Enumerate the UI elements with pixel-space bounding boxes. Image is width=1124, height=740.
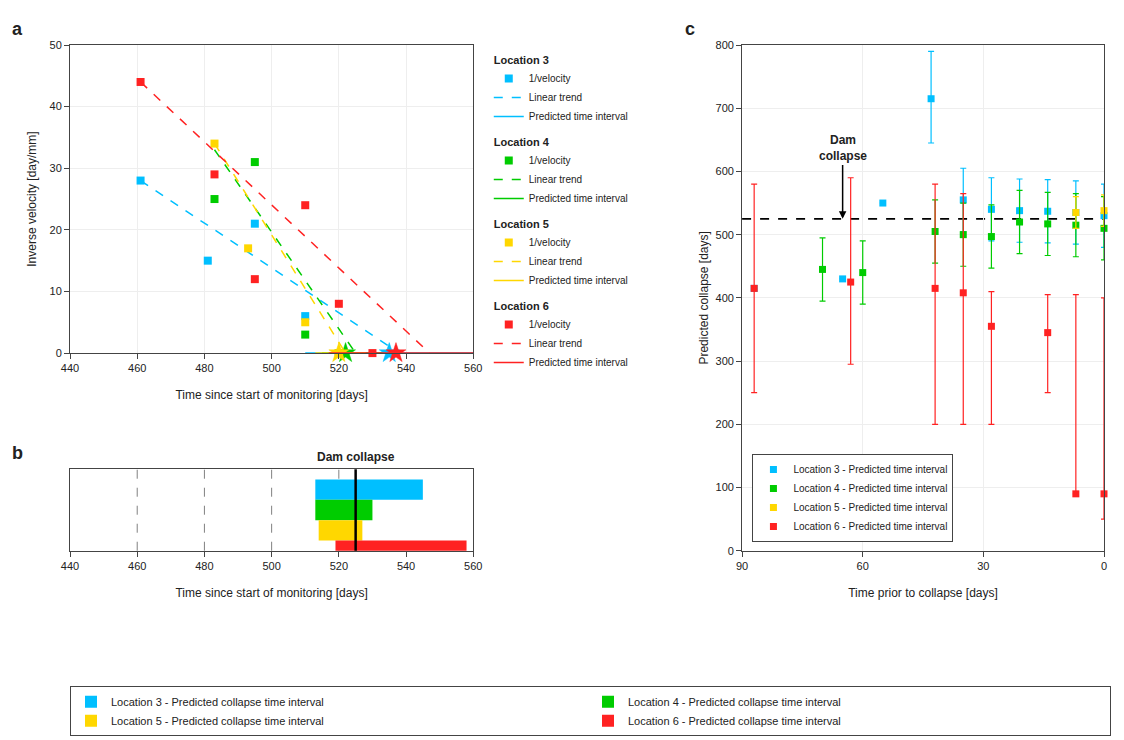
- svg-text:600: 600: [716, 165, 734, 177]
- svg-text:Linear trend: Linear trend: [529, 256, 582, 267]
- svg-text:Location 3 - Predicted time in: Location 3 - Predicted time interval: [793, 464, 947, 475]
- svg-text:1/velocity: 1/velocity: [529, 73, 571, 84]
- svg-text:460: 460: [128, 362, 146, 374]
- svg-text:1/velocity: 1/velocity: [529, 319, 571, 330]
- svg-text:700: 700: [716, 102, 734, 114]
- svg-text:b: b: [12, 443, 23, 463]
- svg-text:Linear trend: Linear trend: [529, 92, 582, 103]
- svg-text:500: 500: [262, 560, 280, 572]
- svg-text:480: 480: [195, 560, 213, 572]
- svg-text:0: 0: [728, 545, 734, 557]
- svg-text:560: 560: [464, 362, 482, 374]
- svg-text:1/velocity: 1/velocity: [529, 155, 571, 166]
- svg-text:50: 50: [50, 39, 62, 51]
- svg-text:520: 520: [330, 560, 348, 572]
- svg-text:200: 200: [716, 418, 734, 430]
- svg-text:500: 500: [716, 229, 734, 241]
- svg-text:Location 6 - Predicted time in: Location 6 - Predicted time interval: [793, 521, 947, 532]
- svg-text:560: 560: [464, 560, 482, 572]
- svg-text:Location 6 - Predicted collaps: Location 6 - Predicted collapse time int…: [628, 715, 841, 727]
- svg-text:460: 460: [128, 560, 146, 572]
- svg-text:800: 800: [716, 39, 734, 51]
- svg-text:Location 4: Location 4: [494, 136, 550, 148]
- svg-text:400: 400: [716, 292, 734, 304]
- svg-text:Location 4 - Predicted collaps: Location 4 - Predicted collapse time int…: [628, 696, 841, 708]
- svg-text:Time prior to collapse [days]: Time prior to collapse [days]: [848, 586, 998, 600]
- svg-text:30: 30: [977, 560, 989, 572]
- svg-text:100: 100: [716, 481, 734, 493]
- svg-text:520: 520: [330, 362, 348, 374]
- svg-text:Time since start of monitoring: Time since start of monitoring [days]: [175, 586, 367, 600]
- svg-text:Location 5: Location 5: [494, 218, 549, 230]
- svg-text:Dam collapse: Dam collapse: [317, 450, 395, 464]
- svg-text:500: 500: [262, 362, 280, 374]
- svg-text:20: 20: [50, 224, 62, 236]
- svg-text:Predicted time interval: Predicted time interval: [529, 357, 628, 368]
- svg-text:Time since start of monitoring: Time since start of monitoring [days]: [175, 388, 367, 402]
- svg-text:30: 30: [50, 162, 62, 174]
- svg-text:10: 10: [50, 285, 62, 297]
- svg-text:480: 480: [195, 362, 213, 374]
- svg-text:60: 60: [857, 560, 869, 572]
- svg-text:Predicted time interval: Predicted time interval: [529, 275, 628, 286]
- svg-text:300: 300: [716, 355, 734, 367]
- svg-text:Location 3: Location 3: [494, 54, 549, 66]
- svg-text:Linear trend: Linear trend: [529, 338, 582, 349]
- svg-text:Damcollapse: Damcollapse: [819, 133, 867, 163]
- svg-text:Predicted time interval: Predicted time interval: [529, 111, 628, 122]
- svg-text:440: 440: [61, 560, 79, 572]
- svg-text:440: 440: [61, 362, 79, 374]
- svg-text:Location 5 - Predicted time in: Location 5 - Predicted time interval: [793, 502, 947, 513]
- svg-text:90: 90: [736, 560, 748, 572]
- svg-text:540: 540: [397, 560, 415, 572]
- svg-text:Predicted time interval: Predicted time interval: [529, 193, 628, 204]
- svg-text:a: a: [12, 19, 23, 39]
- svg-text:Location 6: Location 6: [494, 300, 549, 312]
- svg-text:540: 540: [397, 362, 415, 374]
- svg-text:Inverse velocity [day/mm]: Inverse velocity [day/mm]: [25, 131, 39, 266]
- svg-text:0: 0: [1101, 560, 1107, 572]
- svg-text:Predicted collapse [days]: Predicted collapse [days]: [697, 231, 711, 364]
- svg-text:Location 3 - Predicted collaps: Location 3 - Predicted collapse time int…: [111, 696, 324, 708]
- svg-text:Location 5 - Predicted collaps: Location 5 - Predicted collapse time int…: [111, 715, 324, 727]
- svg-text:1/velocity: 1/velocity: [529, 237, 571, 248]
- svg-text:Linear trend: Linear trend: [529, 174, 582, 185]
- svg-text:Location 4 - Predicted time in: Location 4 - Predicted time interval: [793, 483, 947, 494]
- svg-text:c: c: [685, 19, 695, 39]
- svg-text:40: 40: [50, 100, 62, 112]
- svg-text:0: 0: [56, 347, 62, 359]
